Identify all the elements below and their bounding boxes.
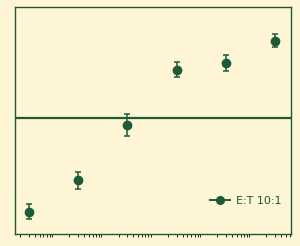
Legend: E:T 10:1: E:T 10:1	[206, 191, 285, 210]
